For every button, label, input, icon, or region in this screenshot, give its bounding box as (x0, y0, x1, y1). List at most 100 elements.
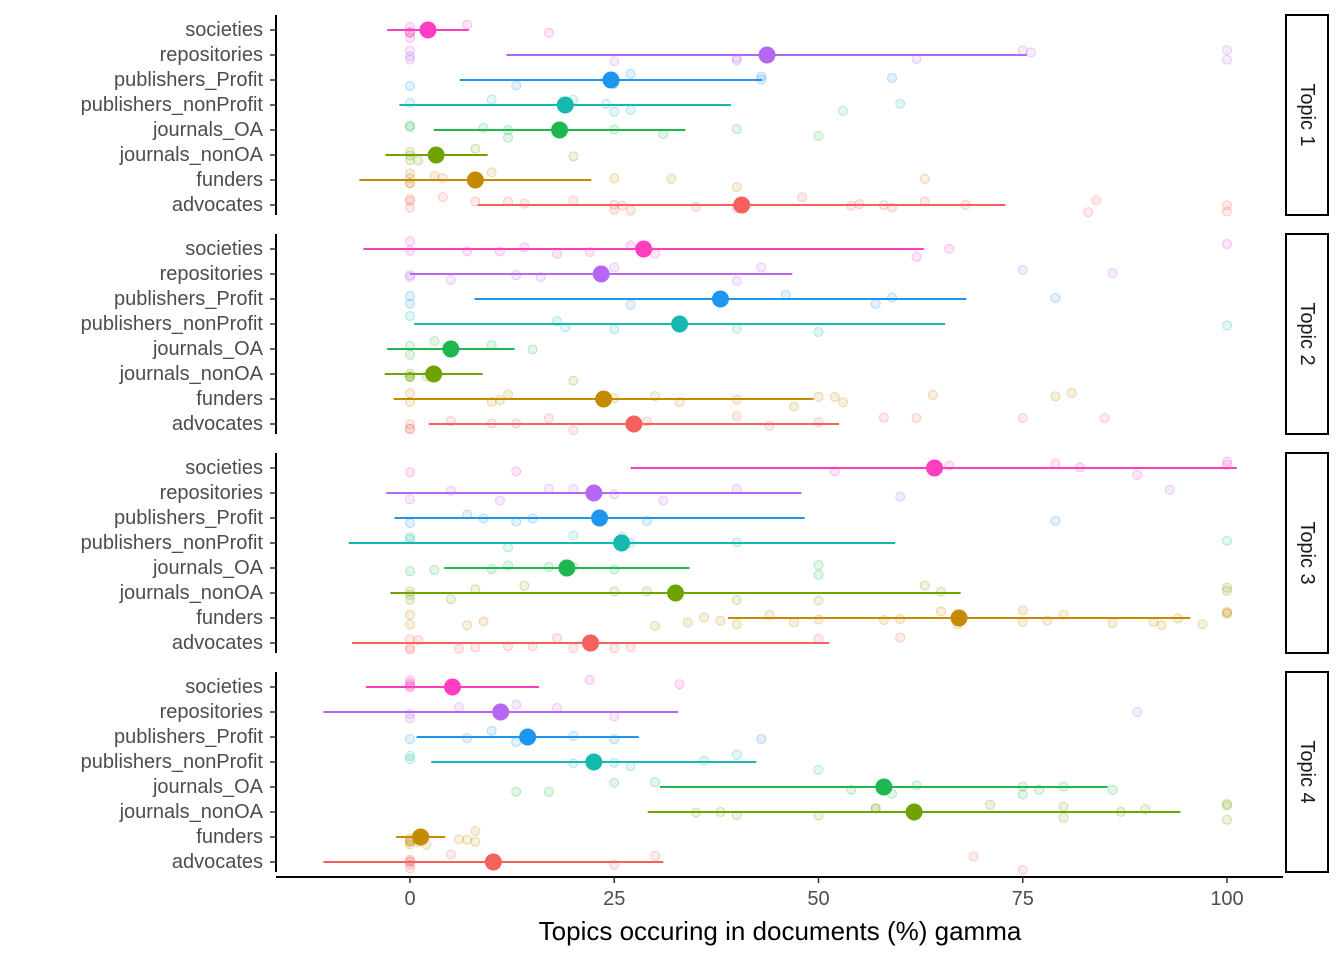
mean-point (905, 803, 923, 821)
raw-point (895, 491, 906, 502)
raw-point (1058, 801, 1069, 812)
category-label: funders (196, 826, 263, 848)
mean-point (556, 96, 574, 114)
raw-point (911, 251, 922, 262)
category-label: repositories (160, 482, 263, 504)
raw-point (405, 424, 415, 435)
raw-point (625, 299, 636, 310)
mean-point (419, 21, 437, 39)
facet-strip (1285, 671, 1329, 873)
raw-point (1017, 412, 1028, 423)
raw-point (494, 495, 505, 506)
facet-label: Topic 1 (1296, 83, 1318, 146)
category-label: journals_OA (152, 776, 264, 798)
raw-point (658, 495, 669, 506)
raw-point (895, 98, 906, 109)
raw-point (1222, 814, 1232, 825)
raw-point (462, 509, 473, 520)
raw-point (519, 242, 530, 253)
mean-point (950, 609, 968, 627)
raw-point (625, 761, 636, 772)
raw-point (1222, 608, 1232, 619)
raw-point (650, 777, 661, 788)
raw-point (405, 644, 415, 655)
category-label: repositories (160, 701, 263, 723)
raw-point (788, 401, 799, 412)
raw-point (511, 270, 522, 281)
raw-point (527, 344, 538, 355)
facet-strip (1285, 14, 1329, 216)
raw-point (1083, 207, 1094, 218)
raw-point (756, 733, 767, 744)
raw-point (486, 94, 497, 105)
raw-point (813, 569, 824, 580)
raw-point (731, 182, 742, 193)
raw-point (813, 417, 824, 428)
raw-point (405, 168, 415, 179)
raw-point (1222, 582, 1232, 593)
raw-point (511, 699, 522, 710)
raw-point (838, 105, 849, 116)
x-tick-label: 0 (404, 888, 415, 910)
raw-point (601, 98, 612, 109)
raw-point (511, 466, 522, 477)
raw-point (674, 679, 685, 690)
raw-point (870, 803, 881, 814)
category-label: journals_nonOA (119, 144, 264, 166)
raw-point (405, 839, 415, 850)
raw-point (568, 730, 579, 741)
raw-point (405, 236, 415, 247)
raw-point (1222, 45, 1232, 56)
mean-point (484, 853, 502, 871)
raw-point (870, 298, 881, 309)
raw-point (1222, 608, 1232, 619)
raw-point (1222, 799, 1232, 810)
raw-point (838, 397, 849, 408)
mean-point (551, 121, 569, 139)
raw-point (470, 642, 481, 653)
raw-point (968, 851, 979, 862)
raw-point (405, 311, 415, 322)
raw-point (486, 167, 497, 178)
raw-point (609, 643, 620, 654)
category-label: societies (185, 238, 263, 260)
raw-point (405, 754, 415, 765)
raw-point (478, 123, 489, 134)
raw-point (470, 836, 481, 847)
raw-point (405, 518, 415, 529)
raw-point (454, 701, 465, 712)
raw-point (919, 580, 930, 591)
raw-point (625, 205, 636, 216)
category-label: publishers_nonProfit (81, 751, 264, 773)
panel-topic-2: Topic 2 societies repositories publishers_P… (81, 233, 1329, 436)
category-label: journals_OA (152, 557, 264, 579)
raw-point (405, 675, 415, 686)
category-label: journals_nonOA (119, 363, 264, 385)
mean-point (519, 728, 537, 746)
x-tick-label: 75 (1012, 888, 1034, 910)
facet-label: Topic 2 (1296, 302, 1318, 365)
raw-point (813, 391, 824, 402)
raw-point (609, 777, 620, 788)
raw-point (682, 617, 693, 628)
raw-point (405, 419, 415, 430)
raw-point (1222, 535, 1232, 546)
raw-point (1099, 412, 1110, 423)
facet-label: Topic 4 (1296, 740, 1318, 803)
mean-point (582, 634, 600, 652)
raw-point (543, 561, 554, 572)
raw-point (1222, 206, 1232, 217)
raw-point (895, 632, 906, 643)
raw-point (625, 240, 636, 251)
raw-point (609, 324, 620, 335)
x-tick-label: 50 (807, 888, 829, 910)
raw-point (437, 192, 448, 203)
raw-point (1132, 469, 1143, 480)
mean-point (671, 315, 689, 333)
raw-point (1222, 456, 1232, 467)
raw-point (1164, 484, 1175, 495)
raw-point (1222, 200, 1232, 211)
raw-point (405, 196, 415, 207)
raw-point (437, 173, 448, 184)
mean-point (926, 459, 944, 477)
